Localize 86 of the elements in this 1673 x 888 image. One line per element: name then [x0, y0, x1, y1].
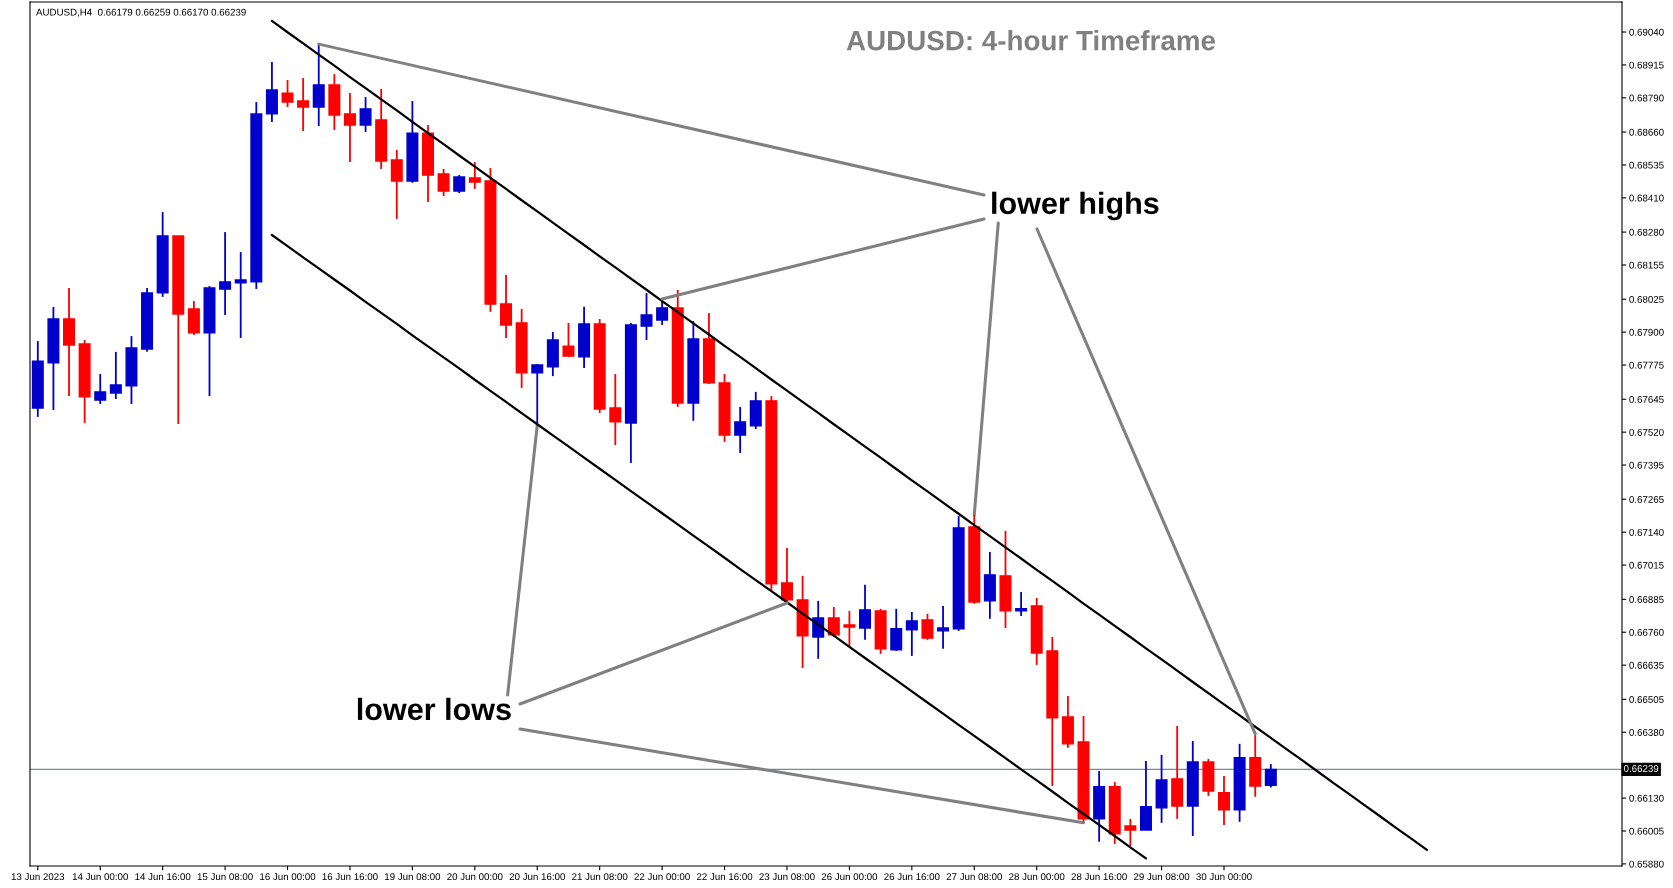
y-tick-label: 0.67520 — [1629, 428, 1664, 436]
candlestick — [109, 350, 122, 400]
candlestick — [1264, 763, 1277, 789]
y-tick-label: 0.68155 — [1629, 261, 1664, 269]
y-tick-label: 0.69040 — [1629, 28, 1664, 36]
x-tick-label: 19 Jun 08:00 — [385, 873, 441, 881]
y-tick-label: 0.66380 — [1629, 729, 1664, 736]
candlestick — [562, 322, 575, 358]
candlestick — [312, 43, 325, 127]
x-tick-label: 22 Jun 16:00 — [696, 873, 753, 881]
candlestick — [343, 92, 356, 163]
y-tick-label: 0.68025 — [1629, 295, 1664, 303]
candlestick — [390, 149, 403, 220]
candlestick — [905, 611, 918, 657]
y-tick-label: 0.66885 — [1629, 596, 1664, 603]
candlestick — [843, 610, 856, 648]
candlestick — [937, 604, 950, 650]
candlestick — [234, 251, 247, 339]
candlestick — [1217, 775, 1231, 826]
x-tick-label: 30 Jun 00:00 — [1196, 873, 1252, 881]
y-tick-label: 0.67140 — [1629, 528, 1664, 536]
candlestick — [734, 405, 747, 454]
x-tick-label: 23 Jun 08:00 — [759, 873, 815, 881]
line-series — [270, 233, 1148, 860]
candlestick — [297, 77, 310, 132]
y-tick-label: 0.68280 — [1629, 228, 1664, 236]
y-tick-label: 0.68915 — [1629, 61, 1664, 69]
candlestick — [640, 291, 653, 341]
x-tick-label: 16 Jun 16:00 — [322, 873, 378, 881]
x-tick-label: 13 Jun 2023 — [11, 873, 65, 881]
candlestick — [265, 61, 278, 123]
x-tick-label: 16 Jun 00:00 — [260, 873, 316, 881]
x-tick-label: 28 Jun 16:00 — [1071, 873, 1127, 881]
y-tick-label: 0.67900 — [1629, 328, 1664, 336]
x-tick-label: 21 Jun 08:00 — [572, 873, 628, 881]
line-series — [270, 19, 1429, 852]
annotation: AUDUSD,H4 0.66179 0.66259 0.66170 0.66239 — [36, 8, 246, 17]
candlestick — [780, 547, 793, 604]
y-tick-label: 0.68660 — [1629, 128, 1664, 136]
candlestick — [219, 231, 232, 316]
x-tick-label: 29 Jun 08:00 — [1133, 873, 1190, 881]
y-tick-label: 0.67015 — [1629, 561, 1664, 569]
x-tick-label: 20 Jun 00:00 — [447, 873, 503, 881]
ref-line-label: 0.66239 — [1623, 765, 1659, 772]
y-tick-label: 0.67265 — [1629, 496, 1664, 503]
y-tick-label: 0.65880 — [1629, 860, 1664, 868]
text: AUDUSD: 4-hour Timeframe — [846, 30, 1216, 51]
candlestick — [468, 161, 481, 190]
x-tick-label: 15 Jun 08:00 — [197, 873, 253, 881]
candlestick — [359, 96, 372, 133]
candlestick — [281, 79, 294, 108]
y-tick-label: 0.67775 — [1629, 361, 1664, 369]
candlestick — [1139, 760, 1152, 831]
x-tick-label: 26 Jun 00:00 — [821, 873, 878, 881]
y-tick-label: 0.68410 — [1629, 194, 1664, 202]
candlestick — [500, 274, 513, 339]
y-tick-label: 0.67395 — [1629, 461, 1664, 469]
candlestick — [859, 583, 872, 641]
candlestick — [1124, 817, 1137, 847]
candlestick — [609, 373, 622, 446]
y-tick-label: 0.68790 — [1629, 94, 1664, 102]
candlestick — [1015, 591, 1028, 617]
x-tick-label: 26 Jun 16:00 — [884, 873, 940, 881]
y-tick-label: 0.68535 — [1629, 161, 1664, 169]
x-tick-label: 14 Jun 16:00 — [135, 873, 191, 881]
y-tick-label: 0.67645 — [1629, 395, 1664, 403]
candlestick — [890, 607, 903, 652]
y-tick-label: 0.66130 — [1629, 794, 1664, 802]
y-tick-label: 0.66760 — [1629, 628, 1664, 636]
candlestick — [531, 363, 544, 426]
x-tick-label: 22 Jun 00:00 — [634, 873, 690, 881]
y-tick-label: 0.66005 — [1629, 827, 1664, 835]
candlestick — [812, 599, 825, 660]
candlestick — [437, 167, 450, 197]
annotation: lower lows — [357, 697, 511, 721]
candlestick — [453, 174, 466, 195]
y-tick-label: 0.66505 — [1629, 696, 1664, 703]
candlestick — [921, 612, 934, 641]
candlestick — [94, 373, 107, 405]
x-tick-label: 14 Jun 00:00 — [72, 873, 128, 881]
y-tick-label: 0.66635 — [1629, 661, 1664, 669]
x-tick-label: 27 Jun 08:00 — [946, 873, 1003, 881]
x-tick-label: 28 Jun 00:00 — [1009, 873, 1065, 881]
candlestick — [187, 300, 200, 336]
x-tick-label: 20 Jun 16:00 — [509, 873, 565, 881]
annotation: lower highs — [992, 191, 1159, 221]
